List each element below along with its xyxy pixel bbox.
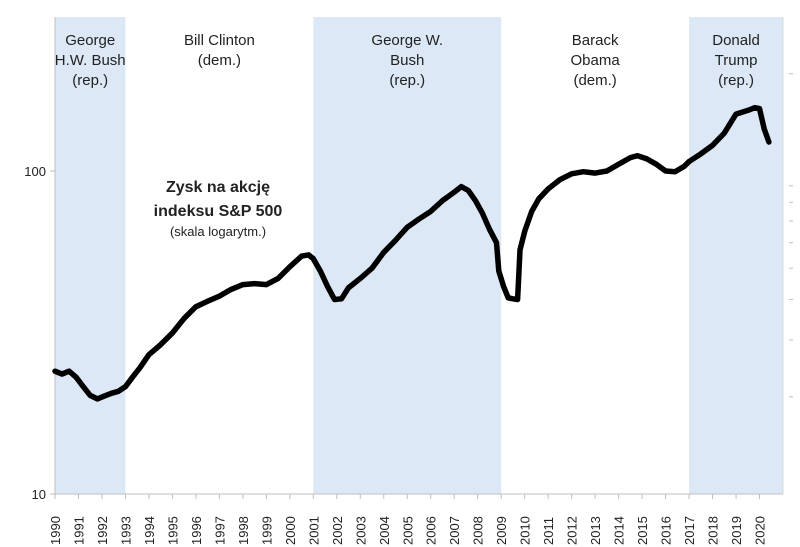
presidency-label-2-line-1: Bush bbox=[390, 52, 424, 69]
presidency-label-1-line-0: Bill Clinton bbox=[184, 32, 255, 49]
presidency-label-3-line-2: (dem.) bbox=[573, 72, 616, 89]
x-tick-label-2017: 2017 bbox=[682, 516, 697, 545]
x-tick-label-2016: 2016 bbox=[659, 516, 674, 545]
plot-frame bbox=[54, 17, 793, 495]
x-tick-label-2000: 2000 bbox=[283, 516, 298, 545]
presidency-labels: George H.W. Bush (rep.) Bill Clinton (dem.) G… bbox=[55, 32, 760, 89]
x-tick-label-2002: 2002 bbox=[330, 516, 345, 545]
x-tick-label-2011: 2011 bbox=[541, 517, 556, 545]
x-tick-label-2019: 2019 bbox=[729, 516, 744, 545]
presidency-label-0-line-0: George bbox=[65, 32, 115, 49]
presidency-band-0 bbox=[55, 17, 126, 494]
x-tick-label-2005: 2005 bbox=[400, 516, 415, 545]
x-tick-label-2009: 2009 bbox=[494, 516, 509, 545]
presidency-bands bbox=[55, 17, 783, 494]
presidency-label-0-line-1: H.W. Bush bbox=[55, 52, 126, 69]
presidency-label-2-line-2: (rep.) bbox=[389, 72, 425, 89]
x-tick-label-2014: 2014 bbox=[612, 516, 627, 545]
x-tick-label-2012: 2012 bbox=[565, 516, 580, 545]
x-tick-label-2020: 2020 bbox=[753, 516, 768, 545]
y-tick-label-100: 100 bbox=[24, 164, 46, 179]
x-tick-label-1994: 1994 bbox=[142, 516, 157, 545]
x-tick-label-2010: 2010 bbox=[518, 516, 533, 545]
x-tick-label-2007: 2007 bbox=[447, 516, 462, 545]
presidency-label-4-line-0: Donald bbox=[712, 32, 760, 49]
chart-title: Zysk na akcję indeksu S&P 500 (skala log… bbox=[154, 179, 283, 239]
chart-title-line-1: Zysk na akcję bbox=[166, 179, 270, 196]
y-tick-label-10: 10 bbox=[32, 487, 46, 502]
presidency-label-2-line-0: George W. bbox=[371, 32, 443, 49]
x-tick-label-1999: 1999 bbox=[259, 516, 274, 545]
x-tick-label-1998: 1998 bbox=[236, 516, 251, 545]
x-tick-label-2018: 2018 bbox=[706, 516, 721, 545]
x-tick-label-2003: 2003 bbox=[353, 516, 368, 545]
chart-title-line-2: indeksu S&P 500 bbox=[154, 203, 283, 220]
x-tick-label-2004: 2004 bbox=[377, 516, 392, 545]
x-tick-label-1997: 1997 bbox=[212, 516, 227, 545]
presidency-label-1-line-1: (dem.) bbox=[198, 52, 241, 69]
x-tick-label-2001: 2001 bbox=[306, 516, 321, 545]
x-axis: 1990 1991 1992 1993 1994 1995 1996 1997 1998 1999… bbox=[48, 494, 768, 545]
eps-series-line bbox=[52, 104, 772, 402]
x-tick-label-1990: 1990 bbox=[48, 516, 63, 545]
x-tick-label-2015: 2015 bbox=[635, 516, 650, 545]
x-tick-label-2006: 2006 bbox=[424, 516, 439, 545]
x-tick-label-1991: 1991 bbox=[71, 516, 86, 545]
presidency-label-3-line-1: Obama bbox=[571, 52, 621, 69]
presidency-band-2 bbox=[313, 17, 502, 494]
x-tick-label-1993: 1993 bbox=[118, 516, 133, 545]
y-axis: 10 100 bbox=[24, 164, 55, 502]
presidency-label-4-line-2: (rep.) bbox=[718, 72, 754, 89]
x-tick-label-1996: 1996 bbox=[189, 516, 204, 545]
x-tick-label-1995: 1995 bbox=[165, 516, 180, 545]
presidency-band-4 bbox=[689, 17, 783, 494]
x-tick-label-2013: 2013 bbox=[588, 516, 603, 545]
presidency-label-0-line-2: (rep.) bbox=[72, 72, 108, 89]
chart-subtitle: (skala logarytm.) bbox=[170, 224, 266, 239]
presidency-label-4-line-1: Trump bbox=[715, 52, 758, 69]
x-tick-label-1992: 1992 bbox=[95, 516, 110, 545]
x-tick-label-2008: 2008 bbox=[471, 516, 486, 545]
presidency-label-3-line-0: Barack bbox=[572, 32, 619, 49]
